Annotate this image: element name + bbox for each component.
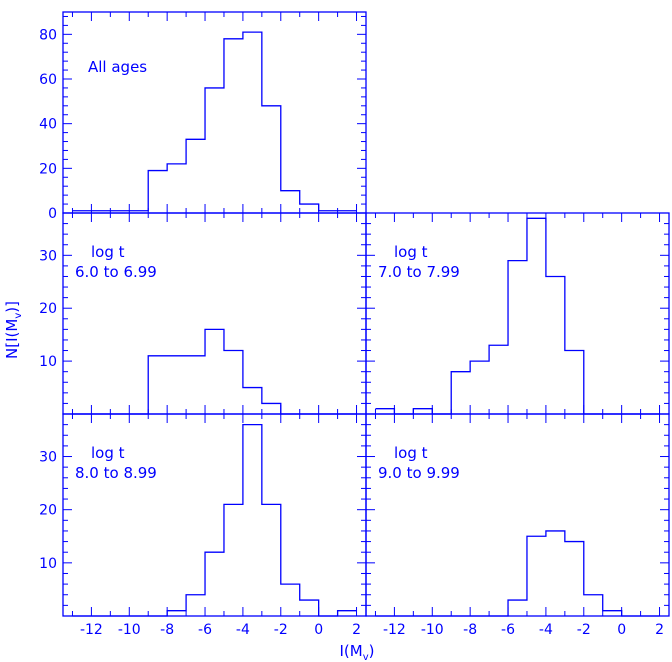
panel-label: log t bbox=[394, 444, 428, 462]
x-axis-label-close: ) bbox=[369, 642, 375, 660]
panel-label: log t bbox=[91, 444, 125, 462]
x-tick-label: -6 bbox=[198, 622, 212, 638]
y-tick-label: 60 bbox=[39, 72, 57, 88]
histogram-age8 bbox=[72, 423, 357, 617]
panel-frame bbox=[365, 413, 670, 617]
x-tick-label: -8 bbox=[160, 622, 174, 638]
y-tick-label: 40 bbox=[39, 117, 57, 133]
x-axis-label-sub: v bbox=[363, 652, 369, 662]
x-tick-label: 0 bbox=[617, 622, 626, 638]
panel-label: log t bbox=[394, 243, 428, 261]
y-tick-label: 10 bbox=[39, 556, 57, 572]
y-tick-label: 20 bbox=[39, 503, 57, 519]
y-axis-label-sub: v bbox=[13, 313, 24, 319]
x-axis-label-main: I(M bbox=[340, 642, 363, 660]
y-axis-label-close: )] bbox=[3, 301, 21, 313]
panel-age8: 10 20 30 -12 -10 -8 -6 -4 -2 0 2 log t 8.0 to 8.99 bbox=[39, 413, 367, 638]
x-tick-label: 2 bbox=[352, 622, 361, 638]
y-tick-label: 0 bbox=[48, 206, 57, 222]
panel-label: log t bbox=[91, 243, 125, 261]
x-tick-label: -4 bbox=[539, 622, 553, 638]
x-tick-label: -2 bbox=[274, 622, 288, 638]
panel-label: All ages bbox=[88, 58, 147, 76]
panel-age7: log t 7.0 to 7.99 bbox=[365, 212, 670, 415]
panel-label: 6.0 to 6.99 bbox=[75, 263, 157, 281]
panel-frame bbox=[62, 11, 367, 214]
histogram-age6 bbox=[72, 328, 357, 415]
x-axis-label: I(Mv) bbox=[340, 642, 375, 662]
x-tick-label: 2 bbox=[655, 622, 664, 638]
y-axis-label: N[I(Mv)] bbox=[3, 301, 24, 359]
y-tick-label: 20 bbox=[39, 301, 57, 317]
panel-age6: 10 20 30 log t 6.0 to 6.99 bbox=[39, 212, 367, 415]
x-tick-label: -8 bbox=[463, 622, 477, 638]
x-tick-label: -12 bbox=[80, 622, 103, 638]
panel-label: 7.0 to 7.99 bbox=[378, 263, 460, 281]
x-tick-label: -12 bbox=[383, 622, 406, 638]
x-tick-label: 0 bbox=[314, 622, 323, 638]
panel-label: 9.0 to 9.99 bbox=[378, 464, 460, 482]
x-tick-label: -10 bbox=[421, 622, 444, 638]
panel-all: 0 20 40 60 80 All ages bbox=[39, 11, 367, 222]
y-tick-label: 30 bbox=[39, 450, 57, 466]
x-tick-label: -10 bbox=[118, 622, 141, 638]
panel-label: 8.0 to 8.99 bbox=[75, 464, 157, 482]
histogram-age7 bbox=[375, 217, 660, 415]
y-tick-label: 10 bbox=[39, 354, 57, 370]
panel-age9: -12 -10 -8 -6 -4 -2 0 2 log t 9.0 to 9.99 bbox=[365, 413, 670, 638]
histogram-age9 bbox=[375, 530, 660, 617]
x-tick-label: -2 bbox=[577, 622, 591, 638]
y-axis-label-main: N[I(M bbox=[3, 319, 21, 359]
y-tick-label: 20 bbox=[39, 161, 57, 177]
y-tick-label: 30 bbox=[39, 248, 57, 264]
y-tick-label: 80 bbox=[39, 27, 57, 43]
histogram-all bbox=[72, 31, 357, 212]
x-tick-label: -4 bbox=[236, 622, 250, 638]
x-tick-label: -6 bbox=[501, 622, 515, 638]
